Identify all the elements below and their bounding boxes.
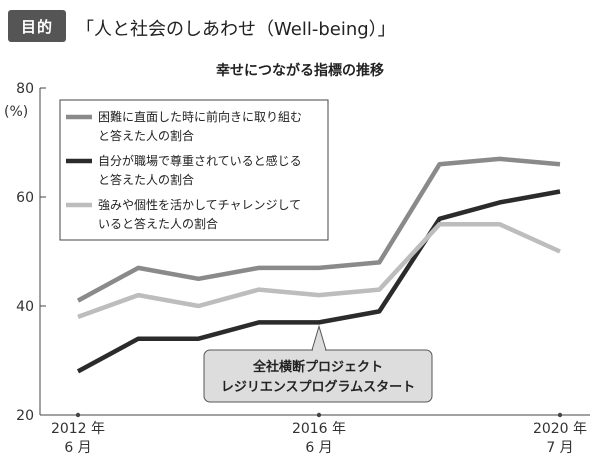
y-axis-label: (%)	[4, 104, 28, 120]
x-tick-dot	[75, 412, 81, 418]
series-line-1	[76, 156, 561, 303]
x-tick-label: 2020 年	[533, 421, 587, 437]
x-tick-dot	[316, 412, 322, 418]
y-tick-label: 80	[16, 81, 34, 97]
legend-label: と答えた人の割合	[98, 128, 194, 143]
x-tick-label: 6 月	[305, 440, 332, 456]
y-tick-label: 20	[16, 408, 34, 424]
series-lines	[76, 156, 561, 374]
annotation-text: レジリエンスプログラムスタート	[221, 379, 415, 395]
header-title: 「人と社会のしあわせ（Well-being）」	[76, 19, 396, 40]
legend: 困難に直面した時に前向きに取り組むと答えた人の割合自分が職場で尊重されていると感…	[59, 99, 329, 241]
y-tick-label: 40	[16, 299, 34, 315]
x-tick-dot	[557, 412, 563, 418]
x-tick-label: 6 月	[64, 440, 91, 456]
series-line-2	[76, 189, 561, 374]
axes: 20 40 60 80 (%) 2012 年 6 月 2016 年 6 月 2020 年 7 月	[4, 81, 590, 456]
x-tick-label: 2012 年	[51, 421, 105, 437]
x-tick-label: 7 月	[546, 440, 573, 456]
series-line-3	[77, 222, 561, 320]
annotation-pointer	[311, 324, 327, 351]
legend-label: いると答えた人の割合	[98, 216, 218, 231]
legend-label: 強みや個性を活かしてチャレンジして	[98, 198, 301, 212]
annotation-text: 全社横断プロジェクト	[252, 359, 383, 375]
x-tick-label: 2016 年	[292, 421, 346, 437]
chart-title: 幸せにつながる指標の推移	[216, 63, 384, 79]
header-badge: 目的	[8, 10, 66, 42]
legend-label: と答えた人の割合	[98, 172, 194, 187]
legend-label: 困難に直面した時に前向きに取り組む	[98, 109, 302, 124]
legend-label: 自分が職場で尊重されていると感じる	[98, 153, 302, 168]
legend-box	[59, 99, 329, 241]
y-tick-label: 60	[16, 190, 34, 206]
